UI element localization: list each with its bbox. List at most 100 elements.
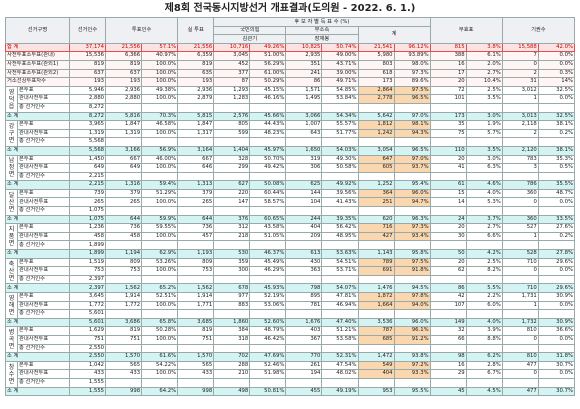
cell: 62 (429, 266, 467, 276)
header-cell: 실 투표 (177, 17, 215, 44)
row-label: 사전투표소투표(관외2) (5, 68, 70, 79)
empty-cell (465, 377, 503, 388)
cell: 716 (357, 223, 395, 233)
cell: 498 (213, 386, 251, 397)
cell: 30.9% (537, 292, 576, 302)
row-label: 본투표 (17, 188, 70, 199)
cell: 6.7% (465, 369, 503, 379)
cell: 16 (429, 360, 467, 371)
cell: 45.15% (249, 85, 287, 96)
cell: 51.98% (249, 369, 287, 379)
cell: 3.0% (465, 154, 503, 165)
header-cell: 김관기 (213, 34, 287, 44)
region-row: 총 선거인수 1,899 (6, 240, 576, 251)
header-cell: 무효표 (429, 17, 503, 44)
empty-cell (141, 171, 179, 182)
cell: 403 (285, 326, 323, 336)
empty-cell (285, 240, 323, 251)
cell: 51.00% (249, 51, 287, 61)
cell: 51.05% (249, 231, 287, 242)
cell: 50.74% (321, 42, 359, 53)
empty-cell (321, 274, 359, 285)
cell: 5,815 (177, 111, 215, 122)
row-label: 관내사전투표 (17, 128, 70, 139)
region-name: 강구면 (5, 120, 18, 147)
empty-cell (141, 137, 179, 147)
row-label: 총 선거인수 (17, 137, 70, 147)
cell: 52.46% (249, 360, 287, 371)
cell: 60.65% (249, 214, 287, 225)
cell: 627 (213, 180, 251, 190)
cell: 6,359 (177, 51, 215, 61)
cell: 376 (213, 214, 251, 225)
cell: 6.6% (465, 231, 503, 242)
empty-cell (465, 309, 503, 319)
cell: 265 (68, 197, 107, 208)
cell: 288 (213, 360, 251, 371)
cell: 96.5% (393, 145, 431, 156)
cell: 5,980 (357, 51, 395, 61)
cell: 100.0% (141, 369, 179, 379)
cell: 0 (501, 369, 539, 379)
cell: 21,541 (357, 42, 395, 53)
cell: 8,272 (68, 111, 107, 122)
cell: 56.29% (249, 59, 287, 70)
cell: 100.0% (141, 334, 179, 345)
cell: 62.9% (141, 249, 179, 259)
cell: 430 (285, 257, 323, 268)
summary-row: 합 계 37,174 21,556 57.1% 21,556 10,716 49.26% 10… (5, 42, 576, 53)
subtotal-row: 소 계 2,215 1,316 59.4% 1,313 627 50.08% 625 49.92… (5, 180, 576, 190)
empty-cell (249, 377, 287, 388)
cell: 27.6% (537, 223, 576, 233)
cell: 452 (213, 59, 251, 70)
cell: 1,772 (105, 300, 143, 311)
cell: 3,536 (357, 317, 395, 328)
cell: 783 (501, 154, 539, 165)
cell: 5,601 (68, 317, 107, 328)
cell: 312 (213, 223, 251, 233)
empty-cell (141, 274, 179, 285)
empty-cell (357, 137, 395, 147)
cell: 751 (105, 334, 143, 345)
row-label: 관내사전투표 (17, 231, 70, 242)
cell: 30.9% (537, 317, 576, 328)
cell: 805 (213, 120, 251, 130)
cell: 433 (177, 369, 215, 379)
cell: 93.8% (393, 352, 431, 362)
summary-row: 사전투표소투표(관내) 15,536 6,366 40.97% 6,359 3,045 51… (5, 51, 576, 61)
cell: 5.7% (465, 128, 503, 139)
cell: 46.94% (321, 300, 359, 311)
empty-cell (393, 377, 431, 388)
cell: 50.28% (141, 326, 179, 336)
cell: 1,914 (105, 292, 143, 302)
cell: 1,570 (105, 352, 143, 362)
empty-cell (537, 377, 576, 388)
cell: 599 (213, 128, 251, 139)
cell: 45 (429, 386, 467, 397)
empty-cell (285, 171, 323, 182)
cell: 94.0% (393, 300, 431, 311)
cell: 646 (177, 163, 215, 173)
subtotal-row: 소 계 1,899 1,194 62.9% 1,193 530 46.37% 613 53.63… (5, 249, 576, 259)
cell: 1,629 (68, 326, 107, 336)
cell: 51.21% (321, 326, 359, 336)
cell: 61.6% (141, 352, 179, 362)
region-row: 총 선거인수 2,397 (6, 274, 576, 285)
cell: 953 (357, 386, 395, 397)
cell: 363 (285, 266, 323, 276)
cell: 218 (213, 231, 251, 242)
cell: 1 (501, 94, 539, 104)
empty-cell (177, 377, 215, 388)
header-cell: 장재봉 (285, 34, 359, 44)
cell: 94.3% (393, 128, 431, 139)
cell: 66 (429, 334, 467, 345)
empty-cell (141, 206, 179, 216)
empty-cell (429, 274, 467, 285)
cell: 2.8% (465, 360, 503, 371)
region-row: 강구면 본투표 3,965 1,847 46.58% 1,847 805 44.43% 1,00… (5, 120, 576, 147)
row-label: 관내사전투표 (17, 163, 70, 173)
cell: 98.1% (393, 120, 431, 130)
cell: 3,013 (501, 111, 539, 122)
subtotal-row: 소 계 5,601 3,686 65.8% 3,685 1,860 52.60% 1,676 4… (5, 317, 576, 328)
cell: 39.35% (321, 214, 359, 225)
